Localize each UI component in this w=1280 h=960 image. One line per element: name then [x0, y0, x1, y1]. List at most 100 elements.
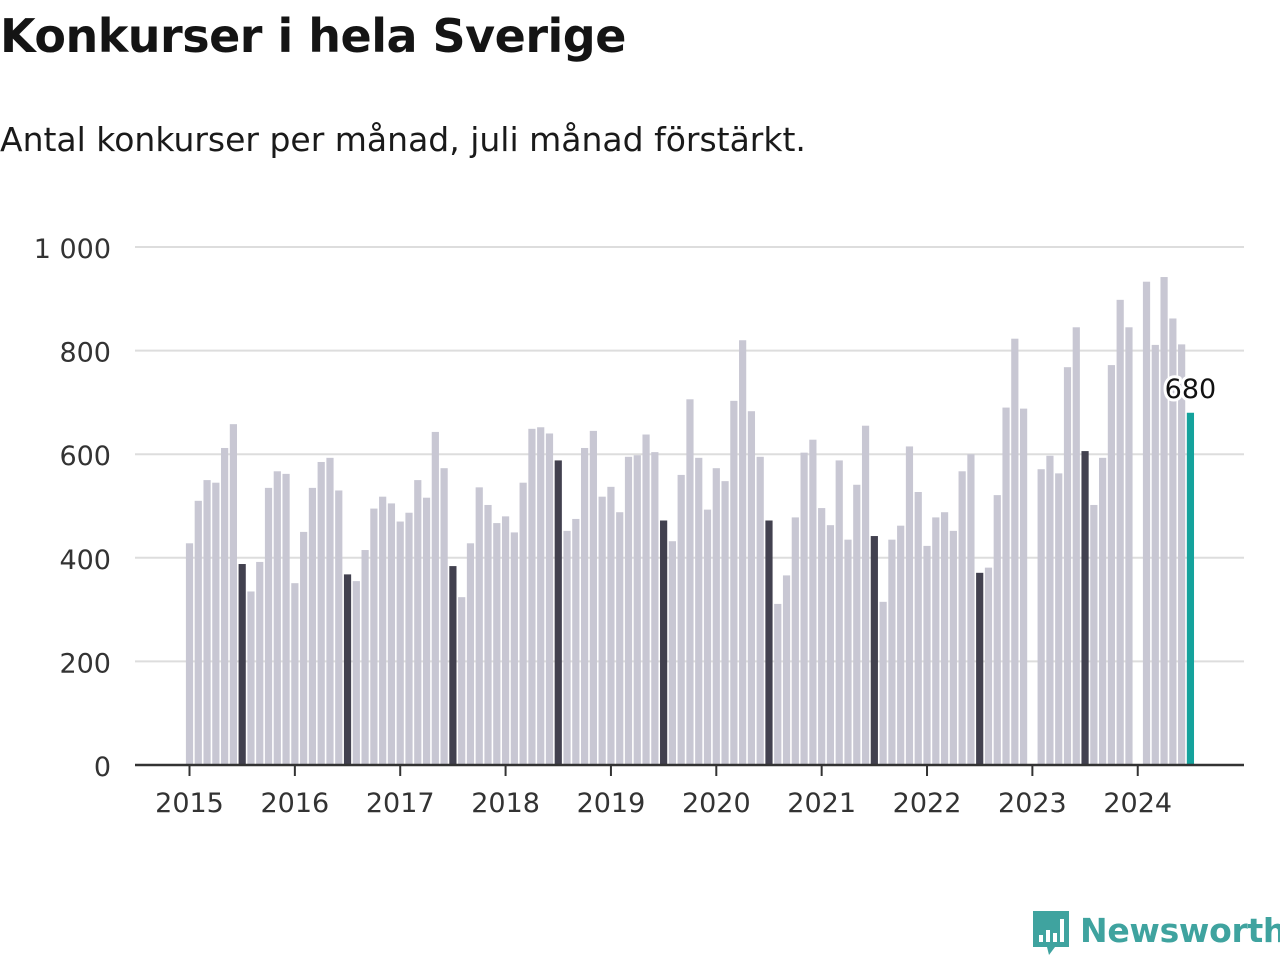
- bar: [335, 490, 343, 765]
- bar: [510, 532, 518, 765]
- bar: [668, 541, 676, 765]
- x-tick-label: 2018: [471, 788, 540, 819]
- bar: [1125, 327, 1133, 765]
- y-tick-label: 0: [94, 752, 111, 783]
- y-axis-tick-labels: 0 200 400 600 800 1 000: [34, 234, 111, 783]
- bar: [940, 512, 949, 765]
- bar-july: [554, 460, 562, 765]
- bar: [1178, 344, 1186, 765]
- bar: [747, 411, 756, 765]
- y-tick-label: 800: [59, 338, 111, 369]
- bar: [1151, 344, 1159, 765]
- bar: [212, 482, 220, 765]
- x-tick-label: 2016: [261, 788, 330, 819]
- bar: [475, 487, 483, 765]
- bar: [756, 456, 764, 765]
- bar: [844, 539, 852, 765]
- x-tick-label: 2024: [1103, 788, 1172, 819]
- bar: [835, 460, 843, 765]
- bar: [361, 550, 369, 765]
- bar: [1090, 504, 1098, 765]
- bar: [905, 446, 914, 765]
- bar: [352, 581, 360, 765]
- bar: [861, 425, 870, 765]
- bar: [1160, 277, 1168, 765]
- brand-name: Newsworthy: [1080, 911, 1280, 950]
- x-tick-label: 2022: [893, 788, 962, 819]
- bar: [1116, 299, 1124, 765]
- bar: [712, 468, 720, 765]
- bar: [949, 530, 957, 765]
- bar: [1072, 327, 1080, 765]
- bar: [396, 521, 404, 765]
- bar: [809, 439, 817, 765]
- data-labels: 680: [1162, 371, 1220, 408]
- x-tick-label: 2017: [366, 788, 435, 819]
- bar: [984, 567, 993, 765]
- chart-title: Konkurser i hela Sverige: [0, 9, 626, 63]
- bar: [686, 399, 694, 765]
- y-tick-label: 400: [59, 545, 111, 576]
- bar: [967, 454, 975, 765]
- bar: [642, 434, 650, 765]
- y-tick-label: 600: [59, 441, 111, 472]
- bar: [1169, 318, 1177, 765]
- bar: [422, 497, 431, 765]
- bar: [1063, 367, 1072, 765]
- bar: [651, 452, 659, 765]
- bar-july: [238, 564, 246, 765]
- bar: [624, 456, 633, 765]
- bar-july: [765, 520, 773, 765]
- bar: [958, 471, 966, 765]
- bar: [932, 517, 940, 765]
- bar: [677, 474, 685, 765]
- x-tick-label: 2015: [155, 788, 224, 819]
- bar-july: [976, 572, 984, 765]
- bar-july: [870, 536, 878, 765]
- bar: [572, 518, 580, 765]
- bar: [264, 487, 273, 765]
- bar: [1099, 457, 1107, 765]
- bar-july: [1081, 451, 1089, 765]
- x-tick-label: 2023: [998, 788, 1067, 819]
- bar: [563, 530, 571, 765]
- chart-subtitle: Antal konkurser per månad, juli månad fö…: [0, 120, 806, 159]
- y-tick-label: 1 000: [34, 234, 111, 265]
- bar: [300, 531, 308, 765]
- bar: [326, 457, 334, 765]
- bar-july: [660, 520, 668, 765]
- bar: [247, 591, 255, 765]
- bar: [914, 492, 922, 765]
- x-axis-tick-labels: 2015 2016 2017 2018 2019 2020 2021 2022 2023 2024: [155, 788, 1172, 819]
- bar: [1020, 408, 1028, 765]
- bar: [800, 452, 808, 765]
- bar: [853, 484, 861, 765]
- bar: [484, 504, 492, 765]
- bar: [703, 509, 712, 765]
- bar: [308, 487, 317, 765]
- bar: [519, 482, 527, 765]
- bar: [414, 480, 422, 765]
- bar: [879, 601, 887, 765]
- bar: [256, 561, 264, 765]
- bar: [501, 516, 510, 765]
- bar: [818, 508, 826, 765]
- bar: [440, 468, 448, 765]
- bar: [458, 597, 466, 765]
- bar: [1046, 455, 1054, 765]
- bar: [545, 433, 554, 765]
- bar-chart-speech-bubble-icon: [1033, 911, 1069, 955]
- bar: [1055, 473, 1063, 765]
- bar: [888, 539, 896, 765]
- bar: [897, 525, 905, 765]
- bar: [317, 461, 325, 765]
- bar: [431, 431, 439, 765]
- bar: [993, 495, 1001, 765]
- bar: [1142, 281, 1151, 765]
- y-tick-label: 200: [59, 648, 111, 679]
- bar: [607, 486, 615, 765]
- bar: [370, 508, 378, 765]
- bar: [598, 496, 606, 765]
- bar: [1037, 469, 1045, 765]
